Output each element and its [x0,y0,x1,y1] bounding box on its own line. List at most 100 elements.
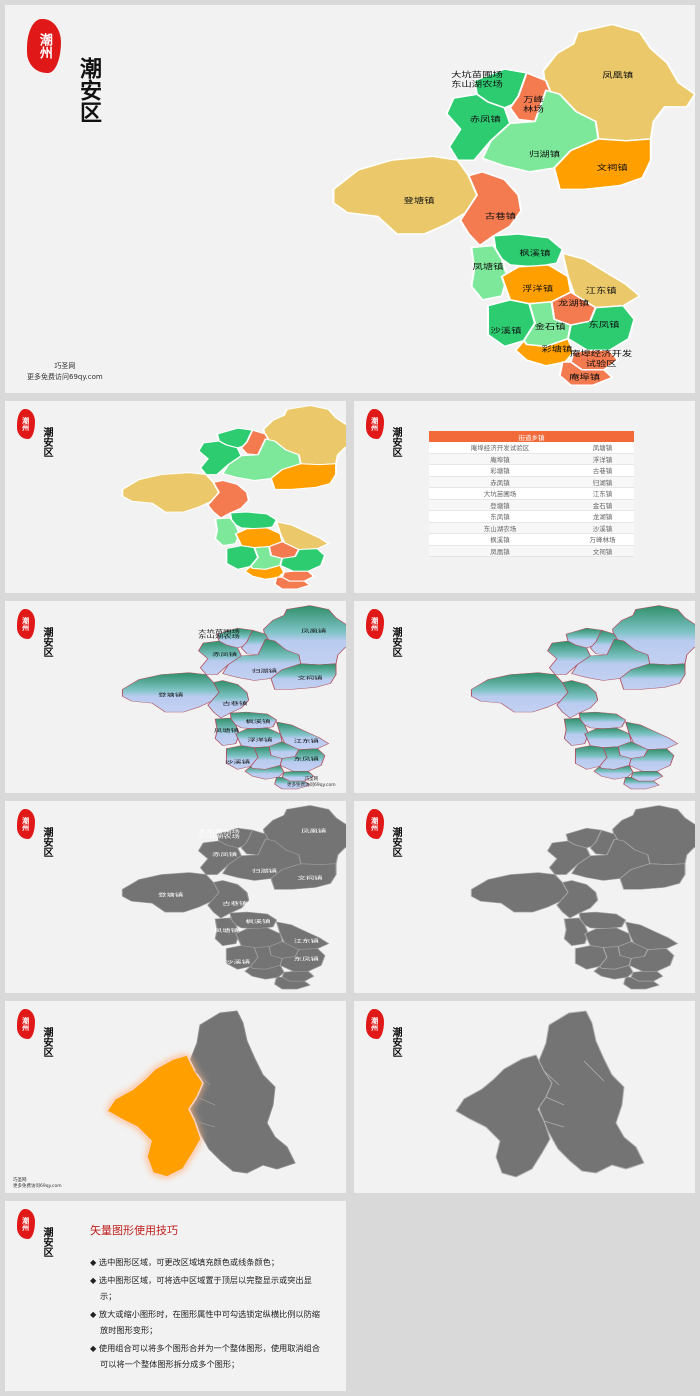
label-fengxi: 枫溪镇 [245,718,270,724]
label-anbu-zone-2: 试验区 [586,359,617,368]
table-cell: 东山湖农场 [429,522,571,534]
region-grey-bulk [184,1010,296,1174]
label-guxiang: 古巷镇 [222,701,247,707]
table-cell: 登塘镇 [429,499,571,511]
label-shaxi: 沙溪镇 [225,959,250,965]
label-guxiang: 古巷镇 [222,901,247,907]
label-guihu: 归湖镇 [252,668,277,674]
table-row: 枫溪镇 万峰林场 [429,533,634,546]
label-jiangdong: 江东镇 [294,738,319,744]
label-fenghuang: 凤凰镇 [602,70,633,79]
seal-logo: 潮州 [27,19,61,73]
label-anbu-zone-1: 庵埠经济开发 [570,349,632,358]
slide-2-small-map[interactable]: 潮州 潮安区 [5,401,346,593]
slide-4-teal-labeled[interactable]: 潮州 潮安区 大坑苗圃场 东山湖农场 凤凰镇 赤凤镇 归湖镇 文祠镇 登塘镇 古… [5,601,346,793]
slide-1-colored-map[interactable]: 潮州 潮安区 大坑苗圃场 东山湖农场 [5,5,695,393]
tips-list: ◆ 选中图形区域，可更改区域填充颜色或线条颜色； ◆ 选中图形区域，可将选中区域… [90,1254,325,1374]
label-fengtang: 凤塘镇 [214,927,239,933]
seal-logo: 潮州 [366,609,384,639]
label-dongshanhu: 东山湖农场 [198,633,240,639]
watermark: 巧圣网 更多免费访问69qy.com [287,777,336,789]
label-wanfeng: 万峰 [523,95,544,103]
label-fengxi: 枫溪镇 [245,918,270,924]
tips-title: 矢量图形使用技巧 [90,1224,178,1237]
label-dengtang: 登塘镇 [403,196,434,205]
label-wenci: 文祠镇 [297,875,322,881]
table-cell: 万峰林场 [570,533,634,546]
page-title: 潮安区 [387,827,403,857]
map-zoom-plain [455,1010,645,1178]
slide-8-highlight[interactable]: 潮州 潮安区 巧圣网 更多免费访问69qy.com [5,1001,346,1193]
table-cell: 赤凤镇 [429,476,571,488]
table-cell: 归湖镇 [570,476,634,488]
label-guihu: 归湖镇 [529,149,560,158]
seal-logo: 潮州 [17,1009,35,1039]
table-row: 凤凰镇 文祠镇 [429,545,634,557]
page-title-text: 潮安区 [41,1027,52,1057]
map-grey-plain [470,804,695,990]
table-cell: 浮洋镇 [570,453,634,465]
label-dongfeng: 东凤镇 [294,756,319,762]
label-fengxi: 枫溪镇 [519,248,550,257]
watermark-line2: 更多免费访问69qy.com [287,783,336,788]
slide-7-grey-plain[interactable]: 潮州 潮安区 [354,801,695,993]
table-row: 登塘镇 金石镇 [429,499,634,511]
slide-10-tips[interactable]: 潮州 潮安区 [5,1201,346,1391]
table-cell: 沙溪镇 [570,522,634,534]
page-title: 潮安区 [38,1027,54,1057]
slide-5-teal-plain[interactable]: 潮州 潮安区 [354,601,695,793]
slide-6-grey-labeled[interactable]: 潮州 潮安区 大坑苗圃场 东山湖农场 凤凰镇 赤凤镇 归湖镇 文祠镇 登塘镇 古… [5,801,346,993]
map-colored: 大坑苗圃场 东山湖农场 万峰 林场 凤凰镇 赤凤镇 归湖镇 文祠镇 登塘镇 古巷… [332,23,695,387]
seal-logo: 潮州 [366,809,384,839]
page-title: 潮安区 [387,1027,403,1057]
label-fenghuang: 凤凰镇 [301,628,326,634]
seal-logo: 潮州 [366,1009,384,1039]
watermark: 巧圣网 更多免费访问69qy.com [13,1178,62,1190]
map-teal-labeled: 大坑苗圃场 东山湖农场 凤凰镇 赤凤镇 归湖镇 文祠镇 登塘镇 古巷镇 枫溪镇 … [121,605,346,790]
watermark-line2: 更多免费访问69qy.com [27,373,103,381]
page-title-text: 潮安区 [76,57,102,123]
table-row: 庵埠镇 浮洋镇 [429,453,634,465]
table-cell: 庵埠经济开发试验区 [429,442,571,454]
label-dongshanhu: 东山湖农场 [198,833,240,839]
table-cell: 东凤镇 [429,510,571,523]
seal-logo: 潮州 [17,809,35,839]
table-cell: 古巷镇 [570,464,634,477]
page-title: 潮安区 [38,627,54,657]
map-small-colored [121,404,346,590]
table-row: 庵埠经济开发试验区 凤塘镇 [429,442,634,454]
page-title-text: 潮安区 [390,827,401,857]
seal-text: 潮州 [370,1017,380,1031]
table-cell: 江东镇 [570,487,634,500]
label-anbu: 庵埠镇 [569,372,600,381]
label-dongfeng: 东凤镇 [294,956,319,962]
label-jinshi: 金石镇 [535,322,566,331]
label-dongshanhu: 东山湖农场 [451,79,503,88]
town-table: 街道乡镇 庵埠经济开发试验区 凤塘镇 庵埠镇 浮洋镇 彩塘镇 古巷镇 赤凤镇 归湖镇 大坑苗圃场… [429,431,634,557]
watermark: 巧圣网 更多免费访问69qy.com [27,361,103,383]
table-header: 街道乡镇 [429,431,634,442]
label-shaxi: 沙溪镇 [490,326,521,335]
label-fuyang: 浮洋镇 [522,284,553,293]
page-title-text: 潮安区 [41,827,52,857]
page-title: 潮安区 [38,1227,54,1257]
region-highlight[interactable] [105,1054,204,1178]
table-cell: 凤塘镇 [570,442,634,454]
slide-9-zoom-plain[interactable]: 潮州 潮安区 [354,1001,695,1193]
label-chifeng: 赤凤镇 [212,651,237,657]
region-dengtang[interactable] [332,155,478,235]
table-cell: 彩塘镇 [429,464,571,477]
label-dakeng: 大坑苗圃场 [198,828,240,834]
page-title-text: 潮安区 [390,627,401,657]
seal-text: 潮州 [21,617,31,631]
label-fengtang: 凤塘镇 [214,727,239,733]
seal-text: 潮州 [21,1017,31,1031]
tip-item: ◆ 选中图形区域，可更改区域填充颜色或线条颜色； [90,1257,280,1267]
slide-3-town-table[interactable]: 潮州 潮安区 街道乡镇 庵埠经济开发试验区 凤塘镇 庵埠镇 浮洋镇 彩塘镇 古巷镇 赤凤镇归… [354,401,695,593]
seal-logo: 潮州 [366,409,384,439]
seal-logo: 潮州 [17,609,35,639]
table-row: 东凤镇 龙湖镇 [429,510,634,523]
map-grey-labeled: 大坑苗圃场 东山湖农场 凤凰镇 赤凤镇 归湖镇 文祠镇 登塘镇 古巷镇 枫溪镇 … [121,804,346,990]
tip-item: ◆ 放大或缩小图形时，在图形属性中可勾选锁定纵横比例以防缩放时图形变形； [90,1309,320,1335]
page-title: 潮安区 [387,427,403,457]
